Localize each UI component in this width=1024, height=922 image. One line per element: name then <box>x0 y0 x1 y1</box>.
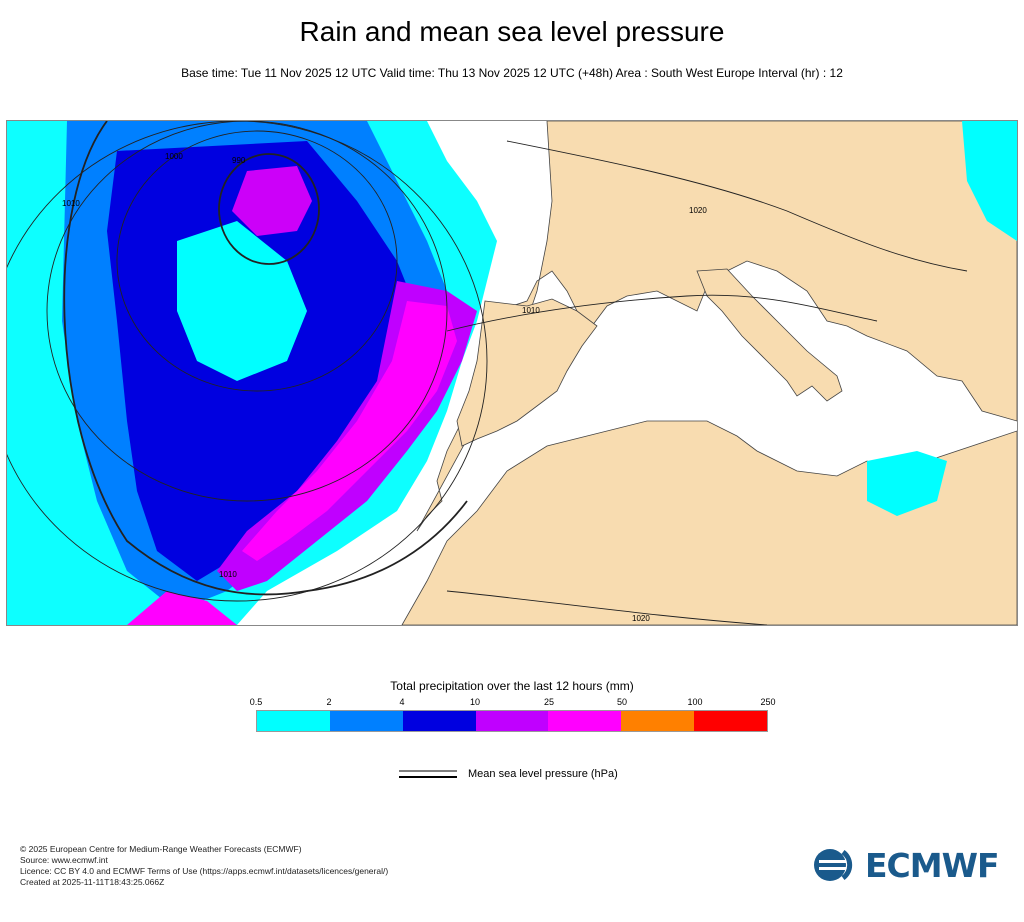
legend-tick: 100 <box>687 697 703 707</box>
low-centre-ring <box>232 166 312 236</box>
legend-swatch <box>548 711 622 731</box>
legend-swatch <box>621 711 695 731</box>
land-italy <box>696 268 843 402</box>
credit-line: Licence: CC BY 4.0 and ECMWF Terms of Us… <box>20 866 389 876</box>
legend-ticks: 0.5 2 4 10 25 50 100 250 <box>250 697 776 709</box>
isobar-label-4: 1020 <box>689 206 707 215</box>
credit-line: Source: www.ecmwf.int <box>20 855 108 865</box>
legend-swatch <box>329 711 403 731</box>
rain-eastern-med <box>867 451 947 516</box>
credits: © 2025 European Centre for Medium-Range … <box>20 844 388 888</box>
legend-title: Total precipitation over the last 12 hou… <box>390 679 634 693</box>
land-africa <box>401 420 1017 625</box>
legend-tick: 25 <box>543 697 555 707</box>
isobar-990 <box>218 153 320 265</box>
isobar-label-3: 1010 <box>62 199 80 208</box>
msl-legend-line <box>399 770 457 778</box>
rain-band-extreme <box>242 301 457 561</box>
legend-swatch <box>475 711 549 731</box>
legend-swatch <box>257 711 330 731</box>
ecmwf-logo-text: ECMWF <box>865 845 1000 885</box>
legend-colorbar <box>256 710 768 732</box>
isobar-label-7: 1020 <box>632 614 650 623</box>
chart-subtitle: Base time: Tue 11 Nov 2025 12 UTC Valid … <box>181 66 843 80</box>
isobar-1000 <box>46 121 448 502</box>
isobar-1010-west <box>63 121 468 596</box>
legend-tick: 50 <box>616 697 628 707</box>
isobar-label-2: 990 <box>232 156 246 165</box>
isobar-1005 <box>7 121 488 602</box>
isobar-label-1: 1000 <box>165 152 183 161</box>
isobar-1010-east <box>446 294 878 332</box>
legend-tick: 250 <box>760 697 776 707</box>
rain-north-east <box>962 121 1017 241</box>
legend-swatch <box>694 711 768 731</box>
credit-line: Created at 2025-11-11T18:43:25.066Z <box>20 877 165 887</box>
rain-core-west <box>177 221 307 381</box>
land-iberia <box>456 298 598 447</box>
isobar-995 <box>116 130 398 392</box>
ecmwf-logo-icon <box>814 849 853 881</box>
isobar-1020-north <box>506 140 968 272</box>
isobar-1020-south <box>446 590 768 625</box>
isobar-label-6: 1010 <box>219 570 237 579</box>
map-canvas: 1000 990 1010 1020 1010 1010 1020 <box>7 121 1017 625</box>
legend-tick: 0.5 <box>249 697 263 707</box>
ecmwf-logo: ECMWF <box>813 845 1000 885</box>
legend-swatch <box>402 711 476 731</box>
credit-line: © 2025 European Centre for Medium-Range … <box>20 844 302 854</box>
isobars <box>7 121 968 625</box>
rain-band-south <box>127 591 237 625</box>
chart-title: Rain and mean sea level pressure <box>299 16 725 47</box>
isobar-label-5: 1010 <box>522 306 540 315</box>
legend-tick: 4 <box>399 697 405 707</box>
forecast-map: 1000 990 1010 1020 1010 1010 1020 <box>6 120 1018 626</box>
msl-legend-label: Mean sea level pressure (hPa) <box>468 768 618 780</box>
legend-tick: 2 <box>326 697 332 707</box>
legend-tick: 10 <box>469 697 481 707</box>
